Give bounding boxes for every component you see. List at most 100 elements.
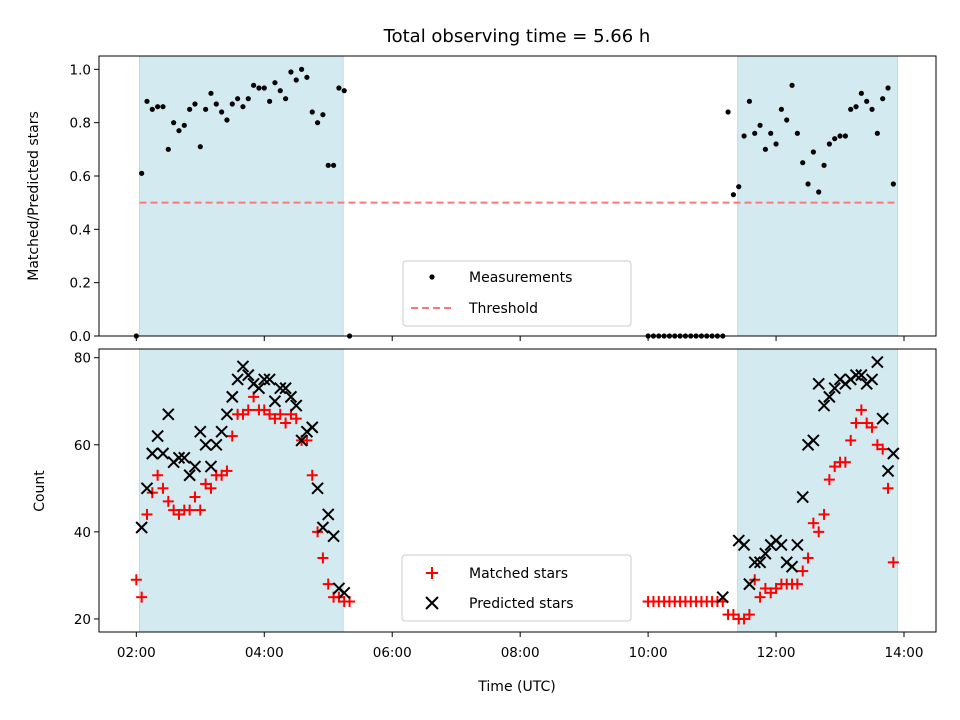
predicted-star-point: [183, 469, 196, 482]
y-tick-label: 40: [74, 525, 91, 541]
matched-star-point: [813, 526, 825, 538]
matched-star-point: [221, 465, 233, 477]
predicted-star-point: [220, 408, 234, 421]
matched-star-point: [141, 508, 153, 520]
matched-star-point: [290, 413, 302, 425]
legend-measurements-marker: [429, 274, 435, 280]
legend-matched-marker: [426, 567, 438, 579]
matched-star-point: [152, 469, 164, 481]
predicted-star-point: [135, 521, 148, 534]
measurement-point: [309, 109, 315, 115]
measurement-point: [778, 106, 784, 112]
matched-star-point: [866, 421, 878, 433]
x-tick-label: 10:00: [629, 645, 668, 661]
measurement-point: [794, 130, 800, 136]
legend-threshold-label: Threshold: [468, 301, 538, 317]
top-y-axis-label: Matched/Predicted stars: [26, 111, 42, 281]
predicted-star-point: [716, 590, 729, 604]
bottom-y-axis-ticks: 20 40 60 80: [74, 351, 99, 628]
predicted-star-point: [226, 390, 239, 404]
bottom-legend: Matched stars Predicted stars: [401, 554, 632, 622]
predicted-star-point: [865, 373, 879, 386]
measurements-series: [133, 66, 896, 339]
predicted-star-point: [151, 429, 164, 443]
measurement-point: [160, 104, 166, 110]
measurement-point: [155, 104, 161, 110]
predicted-star-point: [828, 381, 841, 395]
predicted-star-point: [210, 438, 223, 451]
y-tick-label: 60: [74, 438, 91, 454]
measurement-point: [176, 128, 182, 134]
measurement-point: [139, 170, 145, 176]
predicted-star-point: [290, 399, 303, 412]
measurement-point: [261, 85, 267, 91]
measurement-point: [208, 90, 214, 96]
legend-predicted-label: Predicted stars: [469, 596, 574, 612]
measurement-point: [219, 109, 225, 115]
matched-star-point: [205, 482, 217, 494]
measurement-point: [821, 162, 827, 168]
measurement-point: [725, 109, 731, 115]
measurement-point: [746, 98, 753, 104]
predicted-star-point: [156, 447, 170, 460]
matched-star-point: [791, 578, 803, 590]
matched-star-point: [845, 434, 857, 446]
predicted-star-point: [284, 390, 298, 404]
x-tick-label: 14:00: [885, 645, 924, 661]
matched-star-point: [162, 495, 174, 507]
figure-title: Total observing time = 5.66 h: [383, 26, 651, 47]
measurement-point: [197, 144, 203, 150]
predicted-star-point: [140, 482, 154, 495]
measurement-point: [165, 146, 171, 152]
matched-star-point: [797, 565, 809, 577]
matched-star-point: [136, 591, 148, 603]
measurement-point: [752, 130, 758, 136]
bottom-shaded-intervals: [139, 349, 899, 632]
top-y-axis-ticks: 0.0 0.2 0.4 0.6 0.8 1.0: [70, 62, 99, 345]
matched-star-point: [877, 443, 889, 455]
measurement-point: [832, 136, 838, 142]
predicted-star-point: [231, 373, 244, 386]
predicted-star-point: [316, 521, 330, 534]
measurement-point: [251, 82, 257, 88]
measurement-point: [864, 98, 870, 104]
matched-star-point: [743, 609, 755, 621]
matched-star-point: [226, 430, 238, 442]
shaded-interval-1: [139, 56, 344, 336]
predicted-star-point: [274, 381, 287, 395]
count-series: [130, 355, 900, 625]
measurement-point: [869, 106, 875, 112]
measurement-point: [805, 181, 811, 187]
legend-matched-label: Matched stars: [469, 566, 568, 582]
predicted-star-point: [807, 434, 820, 447]
x-tick-label: 06:00: [373, 645, 412, 661]
measurement-point: [266, 98, 273, 104]
bottom-y-axis-label: Count: [32, 470, 48, 512]
matched-star-point: [887, 556, 899, 568]
shaded-interval-2: [737, 349, 898, 632]
y-tick-label: 0.0: [70, 329, 91, 345]
predicted-star-point: [791, 538, 804, 552]
matched-star-point: [807, 517, 819, 529]
bottom-panel: 20 40 60 80 02:00 04:00 06:00 08:00 10:00 12:00 1…: [32, 348, 937, 695]
measurement-point: [144, 98, 150, 104]
x-tick-label: 12:00: [757, 645, 796, 661]
predicted-star-point: [849, 368, 863, 382]
measurement-point: [277, 88, 283, 94]
measurement-point: [235, 96, 241, 102]
top-legend: Measurements Threshold: [402, 260, 632, 327]
predicted-star-point: [146, 447, 159, 460]
predicted-star-point: [817, 399, 831, 412]
matched-star-point: [855, 404, 867, 416]
measurement-point: [282, 96, 289, 102]
top-shaded-intervals: [139, 56, 899, 336]
predicted-star-point: [322, 508, 335, 521]
matched-star-point: [130, 574, 142, 586]
predicted-star-point: [887, 447, 900, 460]
predicted-star-point: [785, 560, 799, 573]
bottom-axes-frame: [98, 348, 937, 633]
predicted-star-point: [759, 547, 772, 560]
predicted-star-point: [743, 577, 756, 591]
measurement-point: [789, 82, 795, 88]
